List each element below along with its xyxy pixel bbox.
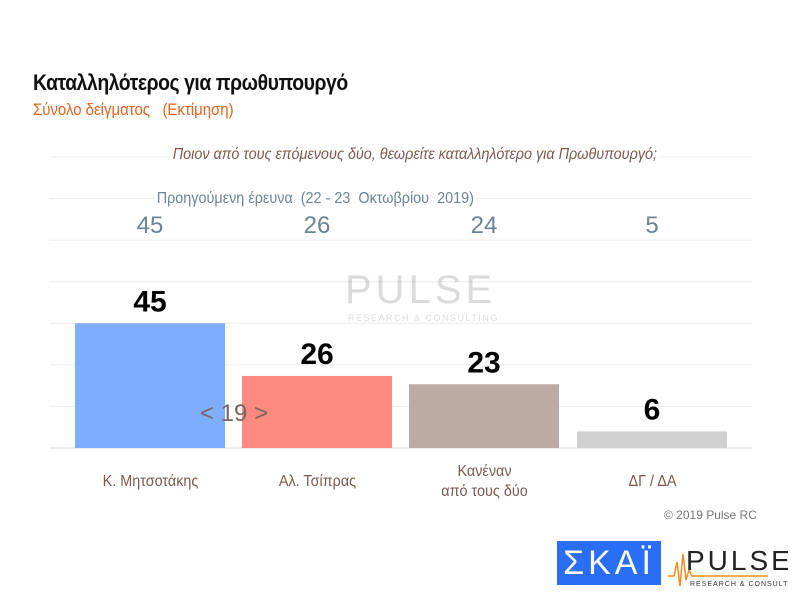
svg-text:PULSE: PULSE [345,268,496,312]
survey-question: Ποιον από τους επόμενους δύο, θεωρείτε κ… [170,146,660,164]
previous-value: 5 [645,212,659,239]
category-label: ΔΓ / ΔΑ [628,473,677,490]
previous-value: 24 [470,212,498,239]
previous-survey-label: Προηγούμενη έρευνα (22 - 23 Οκτωβρίου 20… [154,190,477,208]
category-label: Αλ. Τσίπρας [278,473,357,490]
copyright: © 2019 Pulse RC [664,508,757,522]
bar [242,375,392,448]
data-label: 26 [300,338,333,371]
category-label: Κανέναν από τους δύο [441,463,528,500]
svg-text:RESEARCH & CONSULTING: RESEARCH & CONSULTING [690,581,788,588]
bar [577,431,727,448]
data-label: 6 [644,393,661,426]
svg-text:PULSE: PULSE [686,545,788,576]
previous-value: 45 [136,212,164,239]
data-label: 45 [133,285,166,318]
bar [409,384,559,448]
category-label: Κ. Μητσοτάκης [102,473,199,490]
chart-title: Καταλληλότερος για πρωθυπουργό [33,70,348,95]
svg-text:RESEARCH & CONSULTING: RESEARCH & CONSULTING [348,313,499,323]
chart-subtitle: Σύνολο δείγματος (Εκτίμηση) [33,100,234,119]
data-label: 23 [467,346,500,379]
difference-annotation: < 19 > [200,400,268,427]
previous-value: 26 [303,212,331,239]
pulse-logo: PULSE RESEARCH & CONSULTING [668,545,788,588]
bar [75,323,225,448]
skai-logo: ΣΚΑΪ [557,541,661,585]
